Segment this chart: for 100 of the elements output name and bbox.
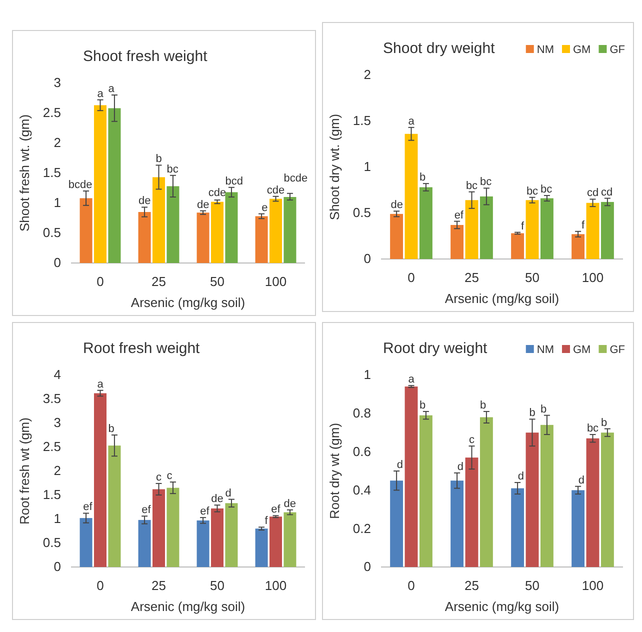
data-label: b: [480, 399, 486, 412]
bar: [586, 202, 600, 259]
y-tick-label: 0.5: [352, 205, 371, 220]
data-label: ef: [454, 209, 464, 222]
legend-label: GM: [572, 44, 591, 56]
bar: [108, 446, 121, 567]
data-label: bc: [480, 176, 492, 188]
data-label: f: [520, 220, 525, 232]
bar: [480, 196, 493, 259]
bar: [196, 212, 210, 263]
bar: [152, 489, 166, 567]
y-tick-label: 0: [364, 559, 371, 574]
chart-title: Shoot dry weight: [383, 40, 496, 57]
y-axis-title: Root fresh wt (gm): [17, 418, 32, 524]
data-label: ef: [142, 504, 152, 516]
data-label: de: [211, 493, 224, 506]
legend-label: GF: [610, 44, 626, 56]
data-label: ef: [200, 506, 210, 518]
data-label: b: [419, 399, 426, 412]
data-label: d: [518, 470, 524, 483]
bar: [94, 105, 107, 263]
x-tick-label: 50: [210, 578, 224, 594]
bar: [526, 432, 539, 567]
bar: [166, 488, 180, 567]
x-tick-label: 100: [264, 274, 287, 290]
bar: [94, 393, 107, 567]
x-axis-title: Arsenic (mg/kg soil): [130, 295, 246, 310]
data-label: bcde: [284, 172, 308, 184]
data-label: bc: [526, 185, 539, 198]
y-tick-label: 1.5: [42, 487, 61, 502]
x-tick-label: 100: [582, 270, 604, 286]
data-label: de: [197, 198, 210, 211]
bar: [419, 187, 432, 259]
bar: [255, 216, 268, 263]
bar: [419, 415, 432, 567]
bar: [80, 198, 92, 263]
y-tick-label: 2.5: [42, 105, 61, 120]
chart-title: Root dry weight: [383, 340, 488, 357]
y-tick-label: 0.4: [352, 482, 371, 498]
y-tick-label: 3.5: [42, 391, 61, 406]
y-tick-label: 3: [54, 75, 61, 90]
y-tick-label: 0: [54, 255, 61, 270]
data-label: d: [578, 474, 585, 486]
y-tick-label: 1: [54, 511, 61, 526]
x-tick-label: 100: [582, 578, 604, 594]
bar: [210, 508, 224, 567]
bar: [404, 134, 418, 259]
legend-label: NM: [536, 44, 554, 56]
bar: [390, 480, 404, 567]
data-label: b: [529, 407, 536, 420]
chart-title: Root fresh weight: [83, 340, 201, 357]
bar: [404, 386, 418, 567]
x-axis-title: Arsenic (mg/kg soil): [130, 599, 246, 614]
x-tick-label: 100: [264, 578, 287, 594]
x-axis-title: Arsenic (mg/kg soil): [444, 291, 560, 306]
bar: [600, 432, 614, 567]
data-label: c: [166, 470, 173, 482]
data-label: de: [284, 498, 296, 510]
data-label: b: [600, 416, 608, 429]
bar: [465, 458, 478, 567]
data-label: a: [97, 378, 104, 390]
x-tick-label: 50: [525, 270, 540, 286]
y-tick-label: 0: [364, 251, 371, 266]
legend-label: GM: [572, 344, 591, 356]
bar: [526, 200, 539, 259]
data-label: bc: [540, 184, 553, 196]
bar: [572, 234, 585, 259]
data-label: d: [396, 459, 404, 471]
data-label: ef: [271, 504, 282, 516]
y-tick-label: 0.6: [352, 444, 371, 459]
y-axis-title: Shoot dry wt. (gm): [327, 114, 342, 220]
y-tick-label: 0.2: [352, 520, 371, 536]
y-tick-label: 1: [54, 195, 61, 210]
x-tick-label: 0: [408, 578, 415, 594]
bar: [450, 224, 464, 259]
data-label: bc: [586, 422, 600, 435]
y-tick-label: 2.5: [42, 439, 61, 454]
bar: [390, 214, 404, 259]
x-tick-label: 0: [96, 274, 104, 290]
y-tick-label: 1.5: [42, 165, 61, 180]
data-label: cde: [208, 186, 226, 199]
x-tick-label: 0: [96, 578, 104, 594]
bar: [152, 177, 166, 263]
bar: [600, 202, 614, 259]
bar: [138, 520, 151, 567]
bar: [540, 424, 554, 567]
data-label: a: [408, 374, 416, 386]
data-label: b: [540, 403, 547, 416]
legend-label: NM: [536, 344, 554, 356]
y-tick-label: 4: [54, 367, 61, 382]
chart-title: Shoot fresh weight: [83, 48, 208, 65]
x-tick-label: 25: [152, 578, 166, 594]
data-label: cd: [600, 186, 613, 198]
x-axis-title: Arsenic (mg/kg soil): [444, 599, 560, 614]
y-axis-title: Shoot fresh wt. (gm): [17, 114, 32, 232]
y-tick-label: 0: [54, 559, 61, 574]
bar: [480, 417, 493, 567]
data-label: d: [457, 460, 464, 473]
bar: [540, 198, 554, 259]
bar: [284, 197, 296, 263]
